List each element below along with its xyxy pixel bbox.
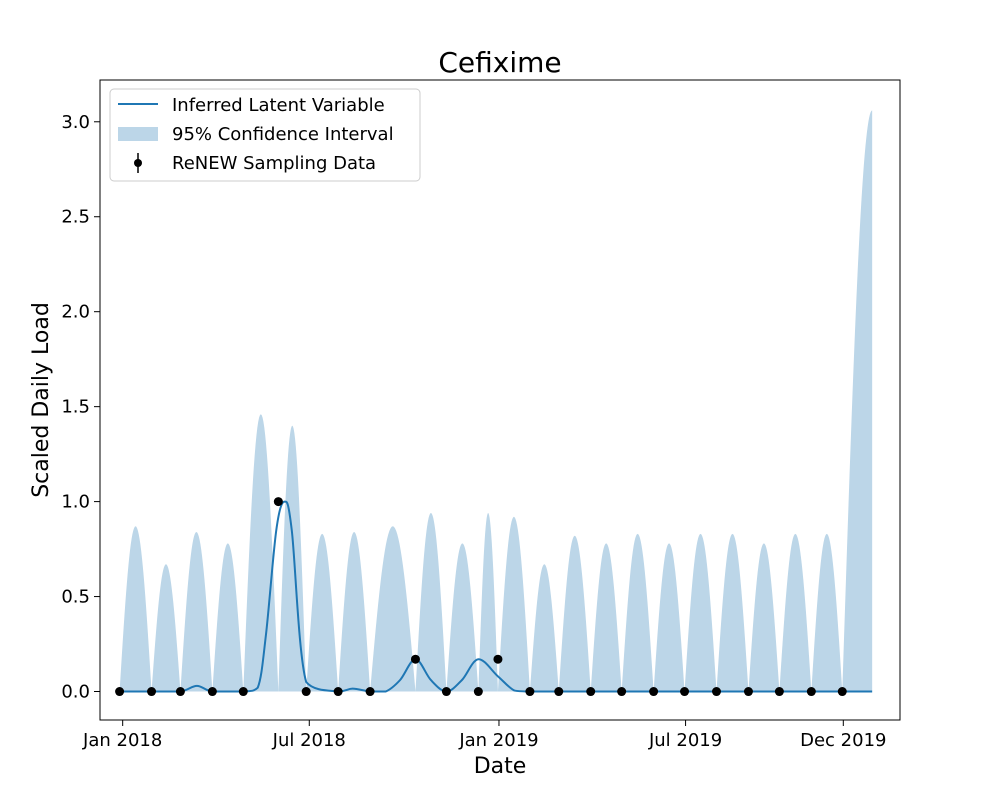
- plot-area-frame: [99, 79, 901, 721]
- y-tick-label: 2.0: [61, 302, 90, 323]
- x-tick-label: Dec 2019: [800, 730, 886, 751]
- sampling-data-point: [774, 687, 784, 697]
- y-axis-label: Scaled Daily Load: [29, 302, 54, 498]
- ci-arch: [478, 513, 498, 692]
- ci-arch: [497, 516, 530, 692]
- sampling-data-point: [806, 687, 816, 697]
- sampling-data-points: [115, 497, 847, 697]
- x-axis-label: Date: [474, 754, 527, 779]
- ci-arch: [151, 564, 181, 692]
- ci-arch: [590, 543, 622, 692]
- y-tick-label: 1.5: [61, 397, 90, 418]
- ci-arch: [180, 531, 213, 692]
- legend-point-swatch: [134, 159, 142, 167]
- sampling-data-point: [301, 687, 311, 697]
- sampling-data-point: [837, 687, 847, 697]
- x-tick-label: Jan 2019: [458, 730, 538, 751]
- ci-arch: [653, 543, 685, 692]
- sampling-data-point: [333, 687, 343, 697]
- sampling-data-point: [207, 687, 217, 697]
- sampling-data-point: [743, 687, 753, 697]
- sampling-data-point: [525, 687, 535, 697]
- y-tick-label: 0.0: [61, 682, 90, 703]
- sampling-data-point: [586, 687, 596, 697]
- y-tick-label: 2.5: [61, 207, 90, 228]
- sampling-data-point: [273, 497, 283, 507]
- legend-entry-latent: Inferred Latent Variable: [172, 95, 385, 116]
- confidence-interval-band: [119, 110, 873, 692]
- sampling-data-point: [493, 654, 503, 664]
- legend-entry-points: ReNEW Sampling Data: [172, 153, 376, 174]
- ci-arch: [684, 533, 717, 692]
- ci-arch: [811, 533, 843, 692]
- x-tick-label: Jul 2019: [648, 730, 722, 751]
- sampling-data-point: [365, 687, 375, 697]
- y-tick-label: 3.0: [61, 112, 90, 133]
- y-tick-label: 1.0: [61, 492, 90, 513]
- sampling-data-point: [410, 654, 420, 664]
- sampling-data-point: [711, 687, 721, 697]
- ci-arch: [621, 533, 654, 692]
- ci-arch: [338, 531, 371, 692]
- ci-arch: [558, 535, 591, 692]
- sampling-data-point: [473, 687, 483, 697]
- legend: Inferred Latent Variable 95% Confidence …: [109, 88, 421, 182]
- x-axis-ticks: Jan 2018 Jul 2018 Jan 2019 Jul 2019 Dec 2019: [82, 720, 886, 751]
- sampling-data-point: [147, 687, 157, 697]
- sampling-data-point: [554, 687, 564, 697]
- x-tick-label: Jan 2018: [82, 730, 162, 751]
- sampling-data-point: [680, 687, 690, 697]
- chart-title: Cefixime: [438, 46, 561, 79]
- ci-arch: [748, 543, 780, 692]
- ci-arch: [119, 526, 152, 692]
- y-axis-ticks: 0.0 0.5 1.0 1.5 2.0 2.5 3.0: [61, 112, 100, 703]
- sampling-data-point: [617, 687, 627, 697]
- ci-arch: [779, 533, 812, 692]
- ci-arch: [446, 543, 479, 692]
- legend-box: [109, 88, 421, 182]
- x-tick-label: Jul 2018: [272, 730, 346, 751]
- ci-arch: [243, 414, 279, 692]
- sampling-data-point: [238, 687, 248, 697]
- ci-arch: [529, 564, 559, 692]
- sampling-data-point: [649, 687, 659, 697]
- ci-arch: [306, 533, 339, 692]
- ci-arch: [415, 513, 447, 692]
- legend-band-swatch: [118, 127, 158, 141]
- legend-entry-ci: 95% Confidence Interval: [172, 124, 394, 145]
- sampling-data-point: [115, 687, 125, 697]
- ci-arch: [212, 543, 244, 692]
- sampling-data-point: [441, 687, 451, 697]
- ci-arch: [370, 526, 416, 692]
- y-tick-label: 0.5: [61, 587, 90, 608]
- sampling-data-point: [175, 687, 185, 697]
- ci-tail: [842, 110, 873, 692]
- ci-arch: [716, 533, 749, 692]
